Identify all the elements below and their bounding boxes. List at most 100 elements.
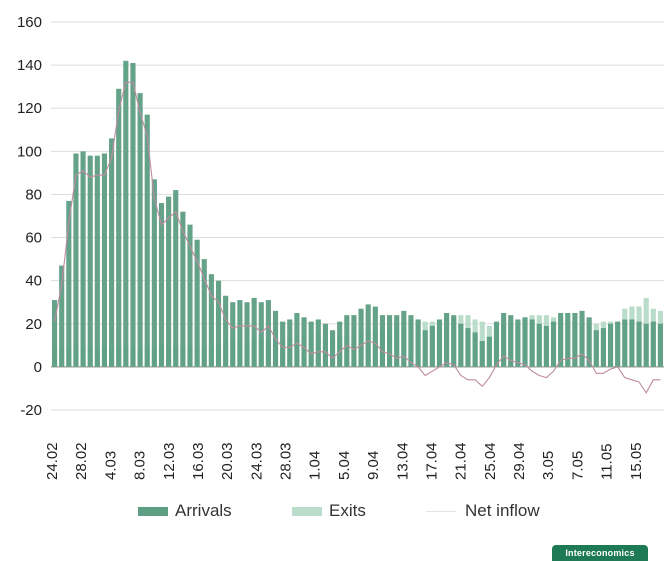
arrivals-bar [201,259,207,367]
y-tick-label: 60 [25,230,42,247]
arrivals-bar [444,313,450,367]
legend-swatch-net-inflow [426,510,456,512]
arrivals-bar [415,319,421,367]
arrivals-bar [472,332,478,367]
arrivals-bar [508,315,514,367]
y-tick-label: 160 [17,14,42,31]
x-tick-label: 8.03 [132,451,149,480]
arrivals-bar [144,114,150,367]
y-tick-label: 100 [17,143,42,160]
arrivals-bar [636,321,642,367]
arrivals-bar [543,325,549,367]
arrivals-bar [501,313,507,367]
arrivals-bar [337,321,343,367]
arrivals-bar [351,315,357,367]
legend-label-net-inflow: Net inflow [465,501,540,520]
arrivals-bar [87,155,93,367]
arrivals-bar [194,239,200,367]
arrivals-bar [486,336,492,367]
x-tick-label: 13.04 [394,442,411,480]
y-tick-label: -20 [20,402,42,419]
arrivals-bar [565,313,571,367]
legend-swatch-arrivals [138,506,168,516]
arrivals-bar [308,321,314,367]
arrivals-bar [116,88,122,367]
arrivals-bar [59,265,65,367]
arrivals-bar [109,138,115,367]
arrivals-bar [401,310,407,367]
arrivals-bar [244,302,250,367]
x-tick-label: 12.03 [161,442,178,480]
arrivals-bar [344,315,350,367]
x-tick-label: 24.02 [44,442,61,480]
arrivals-bar [429,325,435,367]
arrivals-bar [158,203,165,367]
arrivals-bar [600,328,606,367]
arrivals-bar [387,315,393,367]
arrivals-bar [572,313,578,367]
arrivals-bar [358,308,364,367]
arrivals-bar [130,62,136,367]
arrivals-bar [550,321,557,367]
y-tick-label: 80 [25,186,42,203]
arrivals-bar [66,200,72,367]
arrivals-bar [607,323,614,367]
arrivals-bar [622,319,628,367]
x-tick-label: 15.05 [628,442,645,480]
legend-item-exits: Exits [292,498,366,524]
arrivals-bar [593,330,599,367]
y-tick-label: 40 [25,273,42,290]
arrivals-bar [643,323,649,367]
arrivals-bar [180,211,186,367]
arrivals-bar [223,295,229,367]
arrivals-bar [529,319,535,367]
arrivals-bar [208,274,214,367]
x-tick-label: 21.04 [453,442,470,480]
y-tick-label: 0 [34,359,42,376]
arrivals-bar [280,321,286,367]
arrivals-bar [408,315,414,367]
x-tick-label: 9.04 [365,451,382,480]
arrivals-bar [479,341,485,367]
legend-item-arrivals: Arrivals [138,498,232,524]
arrivals-bar [151,179,157,367]
x-tick-label: 25.04 [482,442,499,480]
arrivals-bar [80,151,86,367]
x-tick-label: 11.05 [599,444,616,480]
x-tick-label: 5.04 [336,451,353,480]
arrivals-bar [650,321,656,367]
arrivals-bar [329,330,336,367]
arrivals-bar [629,319,635,367]
x-tick-label: 4.03 [102,451,119,480]
arrivals-bar [379,315,386,367]
x-tick-label: 1.04 [307,451,324,480]
arrivals-bar [315,319,321,367]
arrivals-bar [422,330,428,367]
arrivals-bar [465,328,471,367]
x-tick-label: 28.02 [73,442,90,480]
arrivals-bar [579,310,585,367]
arrivals-bar [294,313,300,367]
legend-swatch-exits [292,506,322,516]
arrivals-bar [586,317,592,367]
arrivals-bar [51,300,58,367]
arrivals-bar [458,323,464,367]
arrivals-bar [251,297,257,367]
net-inflow-line [54,81,661,394]
arrivals-bar [372,306,378,367]
x-tick-label: 24.03 [248,442,265,480]
arrivals-bar [493,321,500,367]
arrivals-bar [94,155,100,367]
x-tick-label: 28.03 [278,442,295,480]
y-tick-label: 140 [17,57,42,74]
legend-label-arrivals: Arrivals [175,501,232,520]
arrivals-bar [137,93,143,367]
arrivals-bar [365,304,371,367]
arrivals-bar [101,153,108,367]
arrivals-bar [615,321,621,367]
x-tick-label: 17.04 [423,442,440,480]
arrivals-bar [173,190,179,367]
arrivals-bar [123,60,129,367]
x-tick-label: 7.05 [569,451,586,480]
